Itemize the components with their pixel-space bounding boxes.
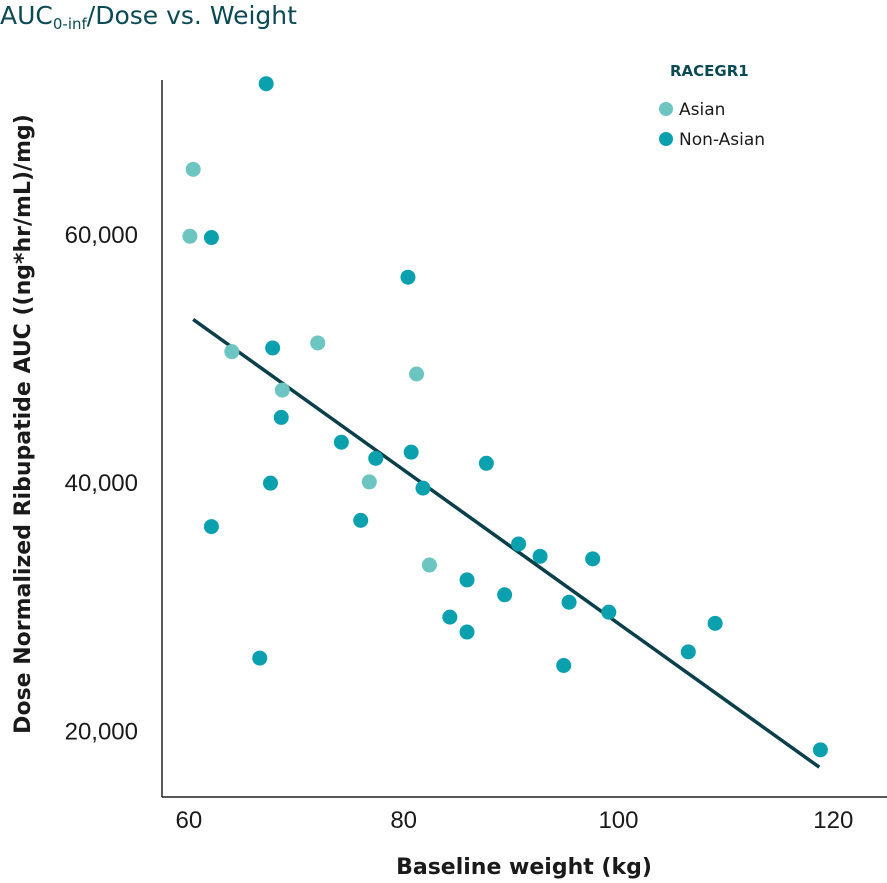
data-point-non-asian <box>532 548 548 564</box>
x-tick-label: 60 <box>176 807 203 834</box>
data-point-non-asian <box>353 512 369 528</box>
data-point-non-asian <box>415 480 431 496</box>
data-point-non-asian <box>478 455 494 471</box>
tick-labels: 60 80 100 120 20,000 40,000 60,000 <box>65 222 854 834</box>
legend-swatch-asian <box>659 102 673 116</box>
data-point-non-asian <box>459 624 475 640</box>
data-point-non-asian <box>497 587 513 603</box>
data-point-non-asian <box>561 594 577 610</box>
data-points <box>182 76 828 758</box>
data-point-non-asian <box>459 572 475 588</box>
x-tick-label: 80 <box>390 807 417 834</box>
data-point-non-asian <box>812 742 828 758</box>
legend: RACEGR1 Asian Non-Asian <box>659 62 765 150</box>
data-point-non-asian <box>556 658 572 674</box>
y-axis-label: Dose Normalized Ribupatide AUC ((ng*hr/m… <box>11 114 36 734</box>
data-point-non-asian <box>258 76 274 92</box>
data-point-non-asian <box>252 650 268 666</box>
y-tick-label: 60,000 <box>65 222 138 249</box>
data-point-non-asian <box>601 604 617 620</box>
legend-swatch-non-asian <box>659 132 673 146</box>
data-point-non-asian <box>511 536 527 552</box>
y-tick-label: 40,000 <box>65 470 138 497</box>
data-point-non-asian <box>265 340 281 356</box>
data-point-asian <box>361 474 377 490</box>
data-point-asian <box>310 335 326 351</box>
data-point-non-asian <box>400 269 416 285</box>
data-point-non-asian <box>403 444 419 460</box>
data-point-non-asian <box>203 519 219 535</box>
data-point-asian <box>421 557 437 573</box>
data-point-non-asian <box>707 615 723 631</box>
legend-label-asian: Asian <box>679 100 725 120</box>
data-point-asian <box>274 382 290 398</box>
data-point-asian <box>409 366 425 382</box>
data-point-asian <box>224 344 240 360</box>
data-point-non-asian <box>333 434 349 450</box>
y-tick-label: 20,000 <box>65 718 138 745</box>
trendline <box>192 317 821 769</box>
data-point-non-asian <box>262 475 278 491</box>
data-point-non-asian <box>368 450 384 466</box>
x-tick-label: 120 <box>813 807 853 834</box>
data-point-non-asian <box>273 409 289 425</box>
legend-label-non-asian: Non-Asian <box>679 130 765 150</box>
chart-title: AUC0-inf/Dose vs. Weight <box>0 1 297 33</box>
axes <box>161 80 887 798</box>
data-point-non-asian <box>203 230 219 246</box>
data-point-asian <box>185 161 201 177</box>
data-point-asian <box>182 228 198 244</box>
x-axis-label: Baseline weight (kg) <box>396 855 652 880</box>
trendline-group <box>192 317 821 769</box>
legend-title: RACEGR1 <box>670 62 749 80</box>
data-point-non-asian <box>585 551 601 567</box>
data-point-non-asian <box>442 609 458 625</box>
x-tick-label: 100 <box>598 807 638 834</box>
data-point-non-asian <box>680 644 696 660</box>
